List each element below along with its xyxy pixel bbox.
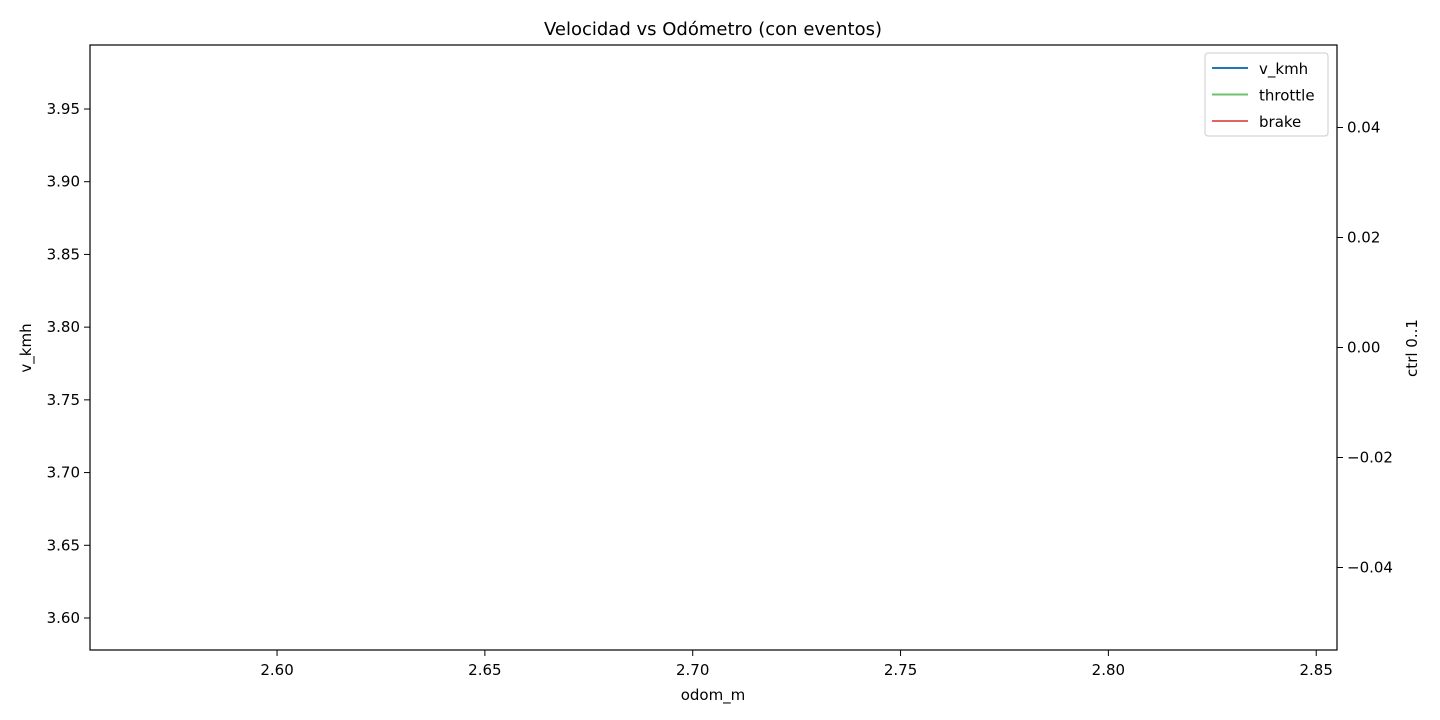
x-axis: 2.60 2.65 2.70 2.75 2.80 2.85 xyxy=(260,650,1333,679)
y2-tick-label: −0.04 xyxy=(1347,559,1393,577)
x-tick-label: 2.80 xyxy=(1092,661,1125,679)
legend: v_kmh throttle brake xyxy=(1204,52,1329,137)
legend-label-throttle: throttle xyxy=(1259,87,1315,105)
legend-label-brake: brake xyxy=(1259,113,1301,131)
x-tick-label: 2.65 xyxy=(468,661,501,679)
y-axis-left: 3.60 3.65 3.70 3.75 3.80 3.85 3.90 3.95 xyxy=(47,100,90,627)
y-tick-label: 3.90 xyxy=(47,173,80,191)
y-tick-label: 3.85 xyxy=(47,245,80,263)
y-axis-right: −0.04 −0.02 0.00 0.02 0.04 xyxy=(1337,119,1393,577)
y2-tick-label: 0.02 xyxy=(1347,229,1380,247)
y-tick-label: 3.65 xyxy=(47,536,80,554)
y-tick-label: 3.75 xyxy=(47,391,80,409)
x-tick-label: 2.75 xyxy=(884,661,917,679)
plot-area xyxy=(89,44,1338,651)
y-tick-label: 3.80 xyxy=(47,318,80,336)
x-tick-label: 2.60 xyxy=(260,661,293,679)
y2-tick-label: −0.02 xyxy=(1347,449,1393,467)
y2-tick-label: 0.00 xyxy=(1347,339,1380,357)
y2-tick-label: 0.04 xyxy=(1347,119,1380,137)
y-tick-label: 3.70 xyxy=(47,464,80,482)
x-tick-label: 2.70 xyxy=(676,661,709,679)
x-tick-label: 2.85 xyxy=(1300,661,1333,679)
y-axis-label: v_kmh xyxy=(17,323,36,372)
legend-label-v_kmh: v_kmh xyxy=(1259,60,1308,79)
legend-frame xyxy=(1204,52,1329,137)
x-axis-label: odom_m xyxy=(681,686,746,705)
chart-title: Velocidad vs Odómetro (con eventos) xyxy=(544,19,882,40)
y-tick-label: 3.95 xyxy=(47,100,80,118)
y-tick-label: 3.60 xyxy=(47,609,80,627)
y2-axis-label: ctrl 0..1 xyxy=(1403,319,1421,377)
